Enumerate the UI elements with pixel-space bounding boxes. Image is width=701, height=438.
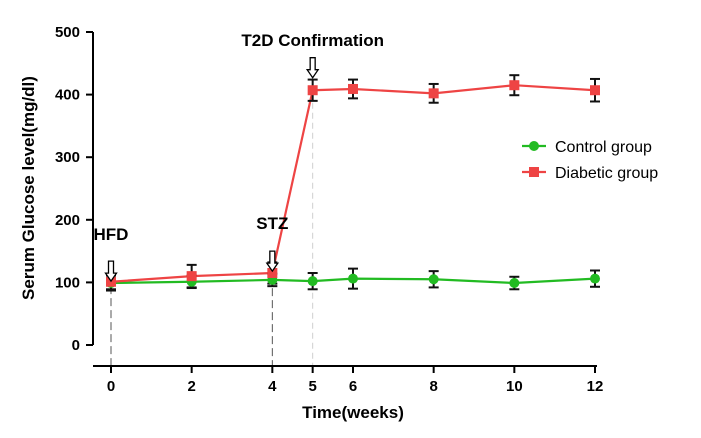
down-arrow-icon — [104, 260, 118, 283]
series-line — [110, 277, 596, 285]
legend-label: Control group — [555, 139, 652, 156]
down-arrow-icon — [305, 57, 320, 79]
x-tick-label: 12 — [587, 378, 604, 395]
y-tick-label: 0 — [72, 337, 80, 354]
data-point — [348, 83, 358, 94]
data-point — [428, 88, 439, 99]
annotations: HFD STZ T2D Confirmation — [94, 31, 384, 283]
data-point — [509, 278, 520, 289]
series-line — [110, 84, 596, 283]
data-point — [590, 273, 600, 284]
legend-label: Diabetic group — [555, 165, 658, 182]
y-tick-label: 400 — [55, 87, 80, 104]
data-point — [590, 85, 600, 96]
x-tick-label: 5 — [308, 378, 316, 395]
y-tick-label: 500 — [55, 24, 80, 41]
y-tick-label: 100 — [55, 274, 80, 291]
data-point — [307, 85, 318, 96]
legend-marker — [529, 167, 539, 177]
data-point — [186, 271, 197, 282]
y-tick-label: 200 — [55, 212, 80, 229]
legend: Control group Diabetic group — [522, 139, 658, 182]
y-tick-label: 300 — [55, 149, 80, 166]
x-tick-label: 0 — [107, 378, 115, 395]
down-arrow-icon — [265, 250, 280, 273]
data-point — [509, 80, 520, 91]
x-tick-label: 8 — [429, 378, 437, 395]
legend-marker — [529, 141, 539, 151]
x-tick-label: 2 — [187, 378, 195, 395]
x-axis-label: Time(weeks) — [302, 403, 404, 422]
annotation-label: HFD — [94, 225, 129, 244]
guide-lines — [110, 82, 314, 366]
data-point — [267, 268, 278, 279]
series-layer — [106, 74, 600, 292]
ticks: 0 100 200 300 400 500 0 2 4 5 6 8 10 12 — [55, 24, 603, 395]
x-tick-label: 10 — [506, 378, 523, 395]
data-point — [348, 273, 358, 284]
annotation-label: T2D Confirmation — [241, 31, 384, 50]
axes — [92, 32, 597, 367]
y-axis-label: Serum Glucose level(mg/dl) — [19, 76, 38, 300]
x-tick-label: 6 — [349, 378, 357, 395]
data-point — [307, 276, 318, 287]
data-point — [428, 274, 439, 285]
annotation-label: STZ — [256, 214, 288, 233]
x-tick-label: 4 — [268, 378, 277, 395]
